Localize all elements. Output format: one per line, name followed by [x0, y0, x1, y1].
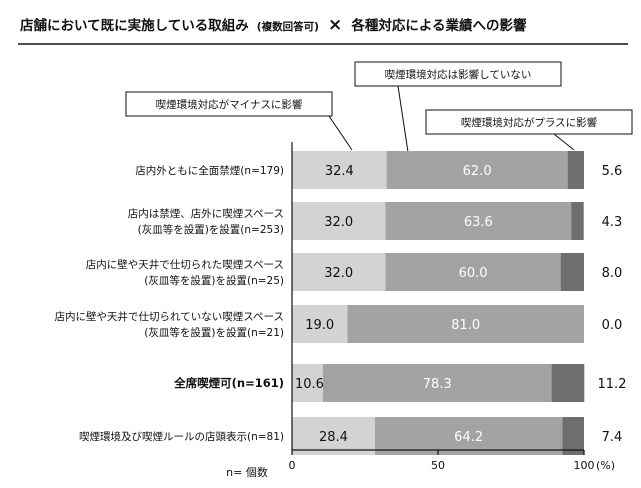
legend-callout-none: 喫煙環境対応は影響していない [354, 61, 562, 153]
bar-segment-minus [292, 364, 323, 402]
category-label: (灰皿等を設置)を設置(n=21) [144, 326, 284, 339]
legend-callout-minus-text: 喫煙環境対応がマイナスに影響 [156, 98, 303, 111]
data-label-plus: 8.0 [602, 266, 623, 281]
category-label: (灰皿等を設置)を設置(n=253) [138, 223, 284, 236]
bar-segment-none [385, 202, 572, 240]
data-label-none: 64.2 [454, 430, 483, 445]
legend-callout-minus-leader [328, 115, 353, 151]
bar-segment-none [347, 305, 584, 343]
data-label-plus: 0.0 [602, 318, 623, 333]
legend-callout-plus-box [425, 109, 633, 135]
x-tick-label: 0 [289, 459, 296, 472]
data-label-minus: 28.4 [319, 430, 348, 445]
chart-title-right: 各種対応による業績への影響 [350, 17, 527, 34]
data-label-minus: 32.4 [325, 164, 354, 179]
bar-segment-none [374, 417, 563, 455]
legend-callout-plus-leader [553, 133, 575, 151]
legend-callout-none-box [354, 61, 562, 87]
bar-segment-plus [562, 417, 584, 455]
data-label-minus: 32.0 [324, 266, 353, 281]
bar-segment-none [386, 151, 568, 189]
data-label-minus: 19.0 [305, 318, 334, 333]
chart-title-paren: (複数回答可) [257, 20, 319, 33]
data-label-none: 60.0 [459, 266, 488, 281]
data-label-minus: 10.6 [295, 377, 324, 392]
bar-segment-minus [292, 305, 348, 343]
bars [292, 151, 585, 455]
x-axis-unit: (%) [596, 459, 615, 472]
bar-segment-minus [292, 253, 386, 291]
bar-segment-plus [560, 253, 584, 291]
legend-callout-minus-box [125, 91, 333, 117]
category-label: 店内に壁や天井で仕切られた喫煙スペース [86, 258, 284, 271]
bar-segment-minus [292, 417, 375, 455]
legend-callout-none-text: 喫煙環境対応は影響していない [385, 68, 532, 81]
data-label-minus: 32.0 [324, 215, 353, 230]
bar-segment-minus [292, 151, 387, 189]
legend-callout-plus: 喫煙環境対応がプラスに影響 [425, 109, 633, 151]
x-tick-label: 50 [431, 459, 445, 472]
bar-segment-none [385, 253, 561, 291]
data-label-plus: 7.4 [602, 430, 623, 445]
bar-segment-plus [551, 364, 585, 402]
category-label: 店内は禁煙、店外に喫煙スペース [128, 207, 284, 220]
category-label: 店内外ともに全面禁煙(n=179) [135, 164, 284, 177]
data-label-plus: 11.2 [598, 377, 627, 392]
data-label-none: 78.3 [423, 377, 452, 392]
chart-title: 店舗において既に実施している取組み (複数回答可) × 各種対応による業績への影… [20, 15, 527, 35]
legend-callout-minus: 喫煙環境対応がマイナスに影響 [125, 91, 353, 151]
data-label-none: 62.0 [463, 164, 492, 179]
legend-callout-none-leader [397, 85, 409, 153]
data-label-plus: 4.3 [602, 215, 623, 230]
bar-segment-none [322, 364, 552, 402]
sample-size-note: n= 個数 [226, 466, 268, 479]
bar-segment-plus [567, 151, 584, 189]
category-label: 店内に壁や天井で仕切られていない喫煙スペース [55, 310, 284, 323]
value-labels: 32.4 62.0 5.6 32.0 63.6 4.3 32.0 60.0 8.0 19.0 81.… [295, 164, 626, 445]
bar-segment-plus [571, 202, 584, 240]
data-label-none: 81.0 [451, 318, 480, 333]
chart-title-left: 店舗において既に実施している取組み [20, 17, 249, 34]
category-labels: 店内外ともに全面禁煙(n=179) 店内は禁煙、店外に喫煙スペース (灰皿等を設置)… [55, 164, 284, 443]
data-label-plus: 5.6 [602, 164, 623, 179]
legend-callout-plus-text: 喫煙環境対応がプラスに影響 [461, 116, 598, 129]
category-label: 喫煙環境及び喫煙ルールの店頭表示(n=81) [79, 430, 284, 443]
category-label: 全席喫煙可(n=161) [173, 376, 284, 390]
x-tick-label: 100 [574, 459, 595, 472]
bar-segment-minus [292, 202, 386, 240]
data-label-none: 63.6 [464, 215, 493, 230]
x-axis-ticks: 0 50 100 [289, 450, 595, 472]
category-label: (灰皿等を設置)を設置(n=25) [144, 274, 284, 287]
chart-title-cross: × [328, 15, 342, 35]
